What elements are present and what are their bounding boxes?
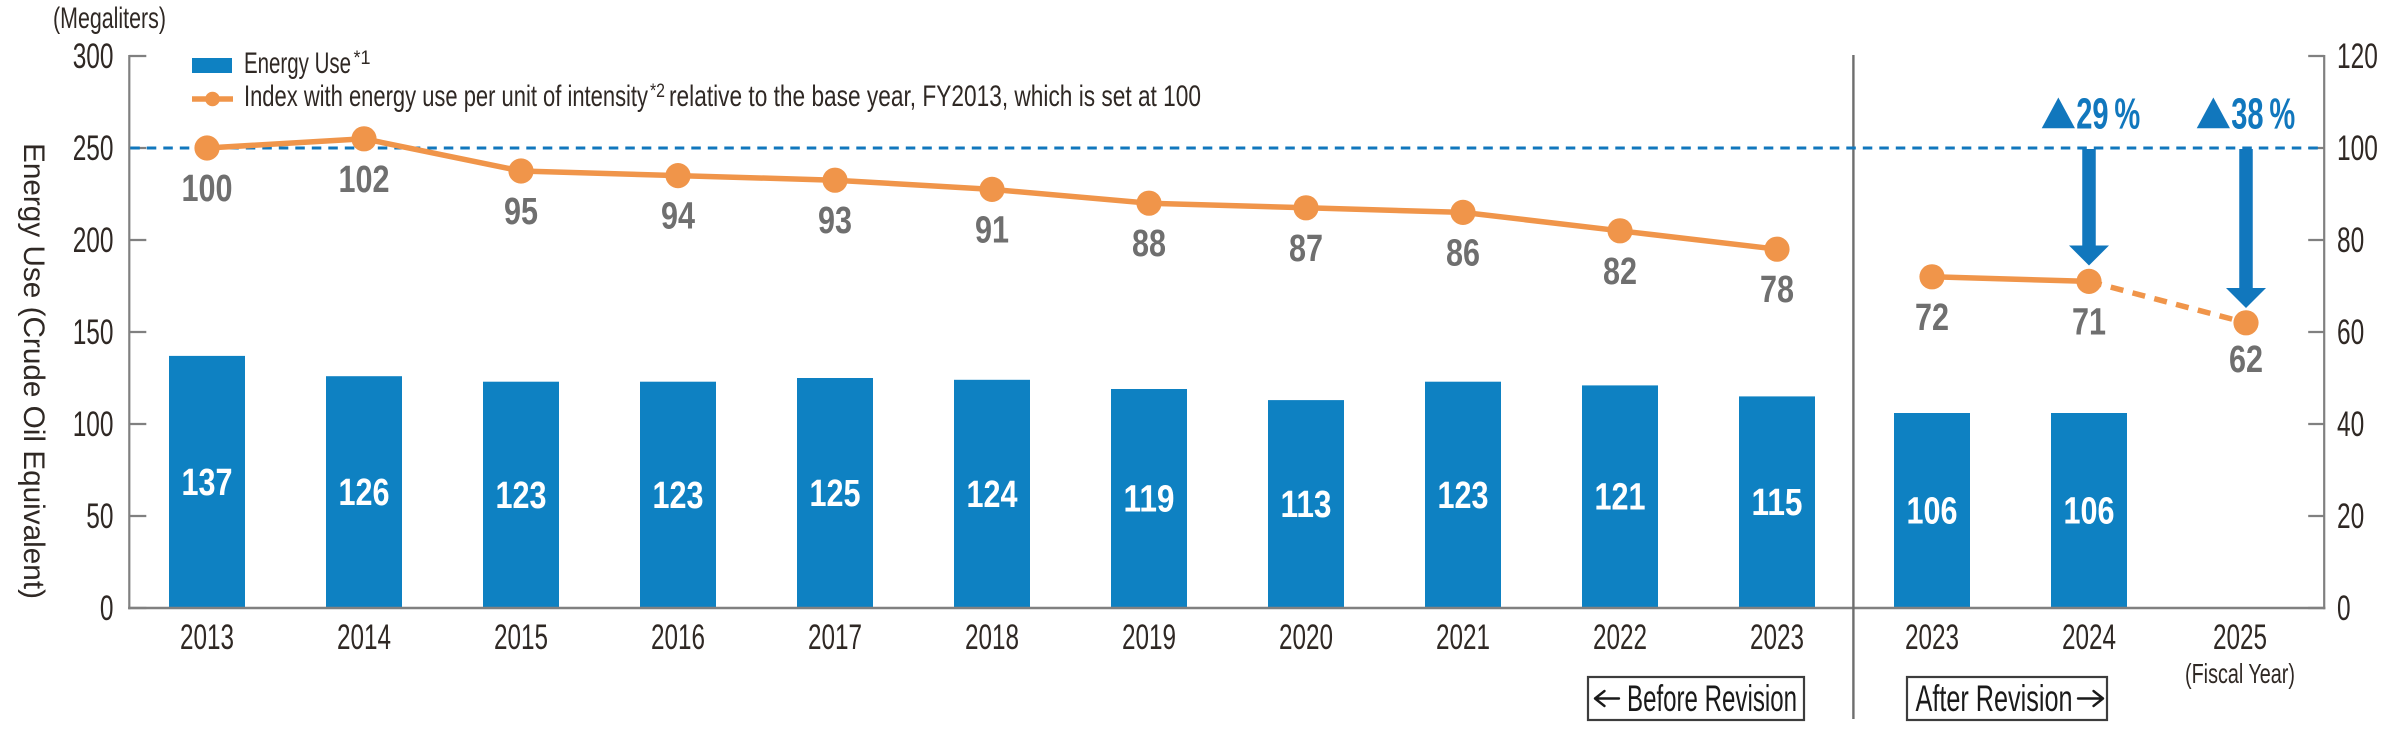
svg-text:2021: 2021 xyxy=(1436,618,1490,657)
svg-text:Before Revision: Before Revision xyxy=(1627,678,1797,719)
svg-text:106: 106 xyxy=(1907,491,1958,533)
svg-text:100: 100 xyxy=(182,168,233,210)
svg-text:100: 100 xyxy=(73,405,114,444)
svg-text:2017: 2017 xyxy=(808,618,862,657)
svg-text:2024: 2024 xyxy=(2062,618,2116,657)
svg-text:87: 87 xyxy=(1289,228,1323,270)
svg-text:124: 124 xyxy=(967,474,1018,516)
svg-text:2013: 2013 xyxy=(180,618,234,657)
svg-text:2018: 2018 xyxy=(965,618,1019,657)
svg-text:94: 94 xyxy=(661,196,695,238)
svg-text:(Megaliters): (Megaliters) xyxy=(53,2,166,35)
svg-text:2015: 2015 xyxy=(494,618,548,657)
svg-text:0: 0 xyxy=(100,589,114,628)
svg-text:150: 150 xyxy=(73,313,114,352)
svg-text:0: 0 xyxy=(2337,589,2351,628)
svg-text:71: 71 xyxy=(2072,301,2106,343)
svg-text:102: 102 xyxy=(339,159,390,201)
svg-text:82: 82 xyxy=(1603,251,1637,293)
svg-text:38 %: 38 % xyxy=(2231,89,2295,138)
svg-text:78: 78 xyxy=(1760,269,1794,311)
svg-text:Energy Use (Crude Oil Equivale: Energy Use (Crude Oil Equivalent) xyxy=(17,143,50,599)
svg-text:88: 88 xyxy=(1132,223,1166,265)
svg-text:Energy Use: Energy Use xyxy=(244,47,351,80)
svg-text:After Revision: After Revision xyxy=(1916,678,2073,719)
svg-text:119: 119 xyxy=(1124,479,1175,521)
svg-text:*2: *2 xyxy=(650,81,665,102)
svg-text:123: 123 xyxy=(496,475,547,517)
svg-text:2025: 2025 xyxy=(2213,618,2267,657)
svg-text:113: 113 xyxy=(1281,484,1332,526)
svg-text:29 %: 29 % xyxy=(2076,89,2140,138)
svg-text:40: 40 xyxy=(2337,405,2364,444)
svg-text:93: 93 xyxy=(818,200,852,242)
svg-text:Index with energy use per unit: Index with energy use per unit of intens… xyxy=(244,80,648,113)
svg-text:121: 121 xyxy=(1595,477,1646,519)
svg-text:86: 86 xyxy=(1446,232,1480,274)
svg-text:60: 60 xyxy=(2337,313,2364,352)
svg-text:123: 123 xyxy=(1438,475,1489,517)
svg-text:72: 72 xyxy=(1915,297,1949,339)
svg-text:123: 123 xyxy=(653,475,704,517)
svg-text:2016: 2016 xyxy=(651,618,705,657)
svg-text:300: 300 xyxy=(73,37,114,76)
svg-text:2014: 2014 xyxy=(337,618,391,657)
svg-text:2023: 2023 xyxy=(1750,618,1804,657)
svg-text:100: 100 xyxy=(2337,129,2378,168)
svg-text:80: 80 xyxy=(2337,221,2364,260)
svg-text:2023: 2023 xyxy=(1905,618,1959,657)
svg-text:*1: *1 xyxy=(354,48,371,69)
svg-text:125: 125 xyxy=(810,473,861,515)
svg-text:91: 91 xyxy=(975,209,1009,251)
svg-text:(Fiscal Year): (Fiscal Year) xyxy=(2185,658,2295,689)
svg-text:relative to the base year, FY2: relative to the base year, FY2013, which… xyxy=(669,80,1201,113)
svg-text:2020: 2020 xyxy=(1279,618,1333,657)
svg-text:2022: 2022 xyxy=(1593,618,1647,657)
svg-text:115: 115 xyxy=(1752,482,1803,524)
svg-text:20: 20 xyxy=(2337,497,2364,536)
svg-text:95: 95 xyxy=(504,191,538,233)
svg-text:62: 62 xyxy=(2229,339,2263,381)
svg-text:2019: 2019 xyxy=(1122,618,1176,657)
svg-text:126: 126 xyxy=(339,472,390,514)
svg-text:120: 120 xyxy=(2337,37,2378,76)
svg-text:106: 106 xyxy=(2064,491,2115,533)
svg-text:250: 250 xyxy=(73,129,114,168)
svg-text:200: 200 xyxy=(73,221,114,260)
svg-text:50: 50 xyxy=(86,497,113,536)
svg-text:137: 137 xyxy=(182,462,233,504)
